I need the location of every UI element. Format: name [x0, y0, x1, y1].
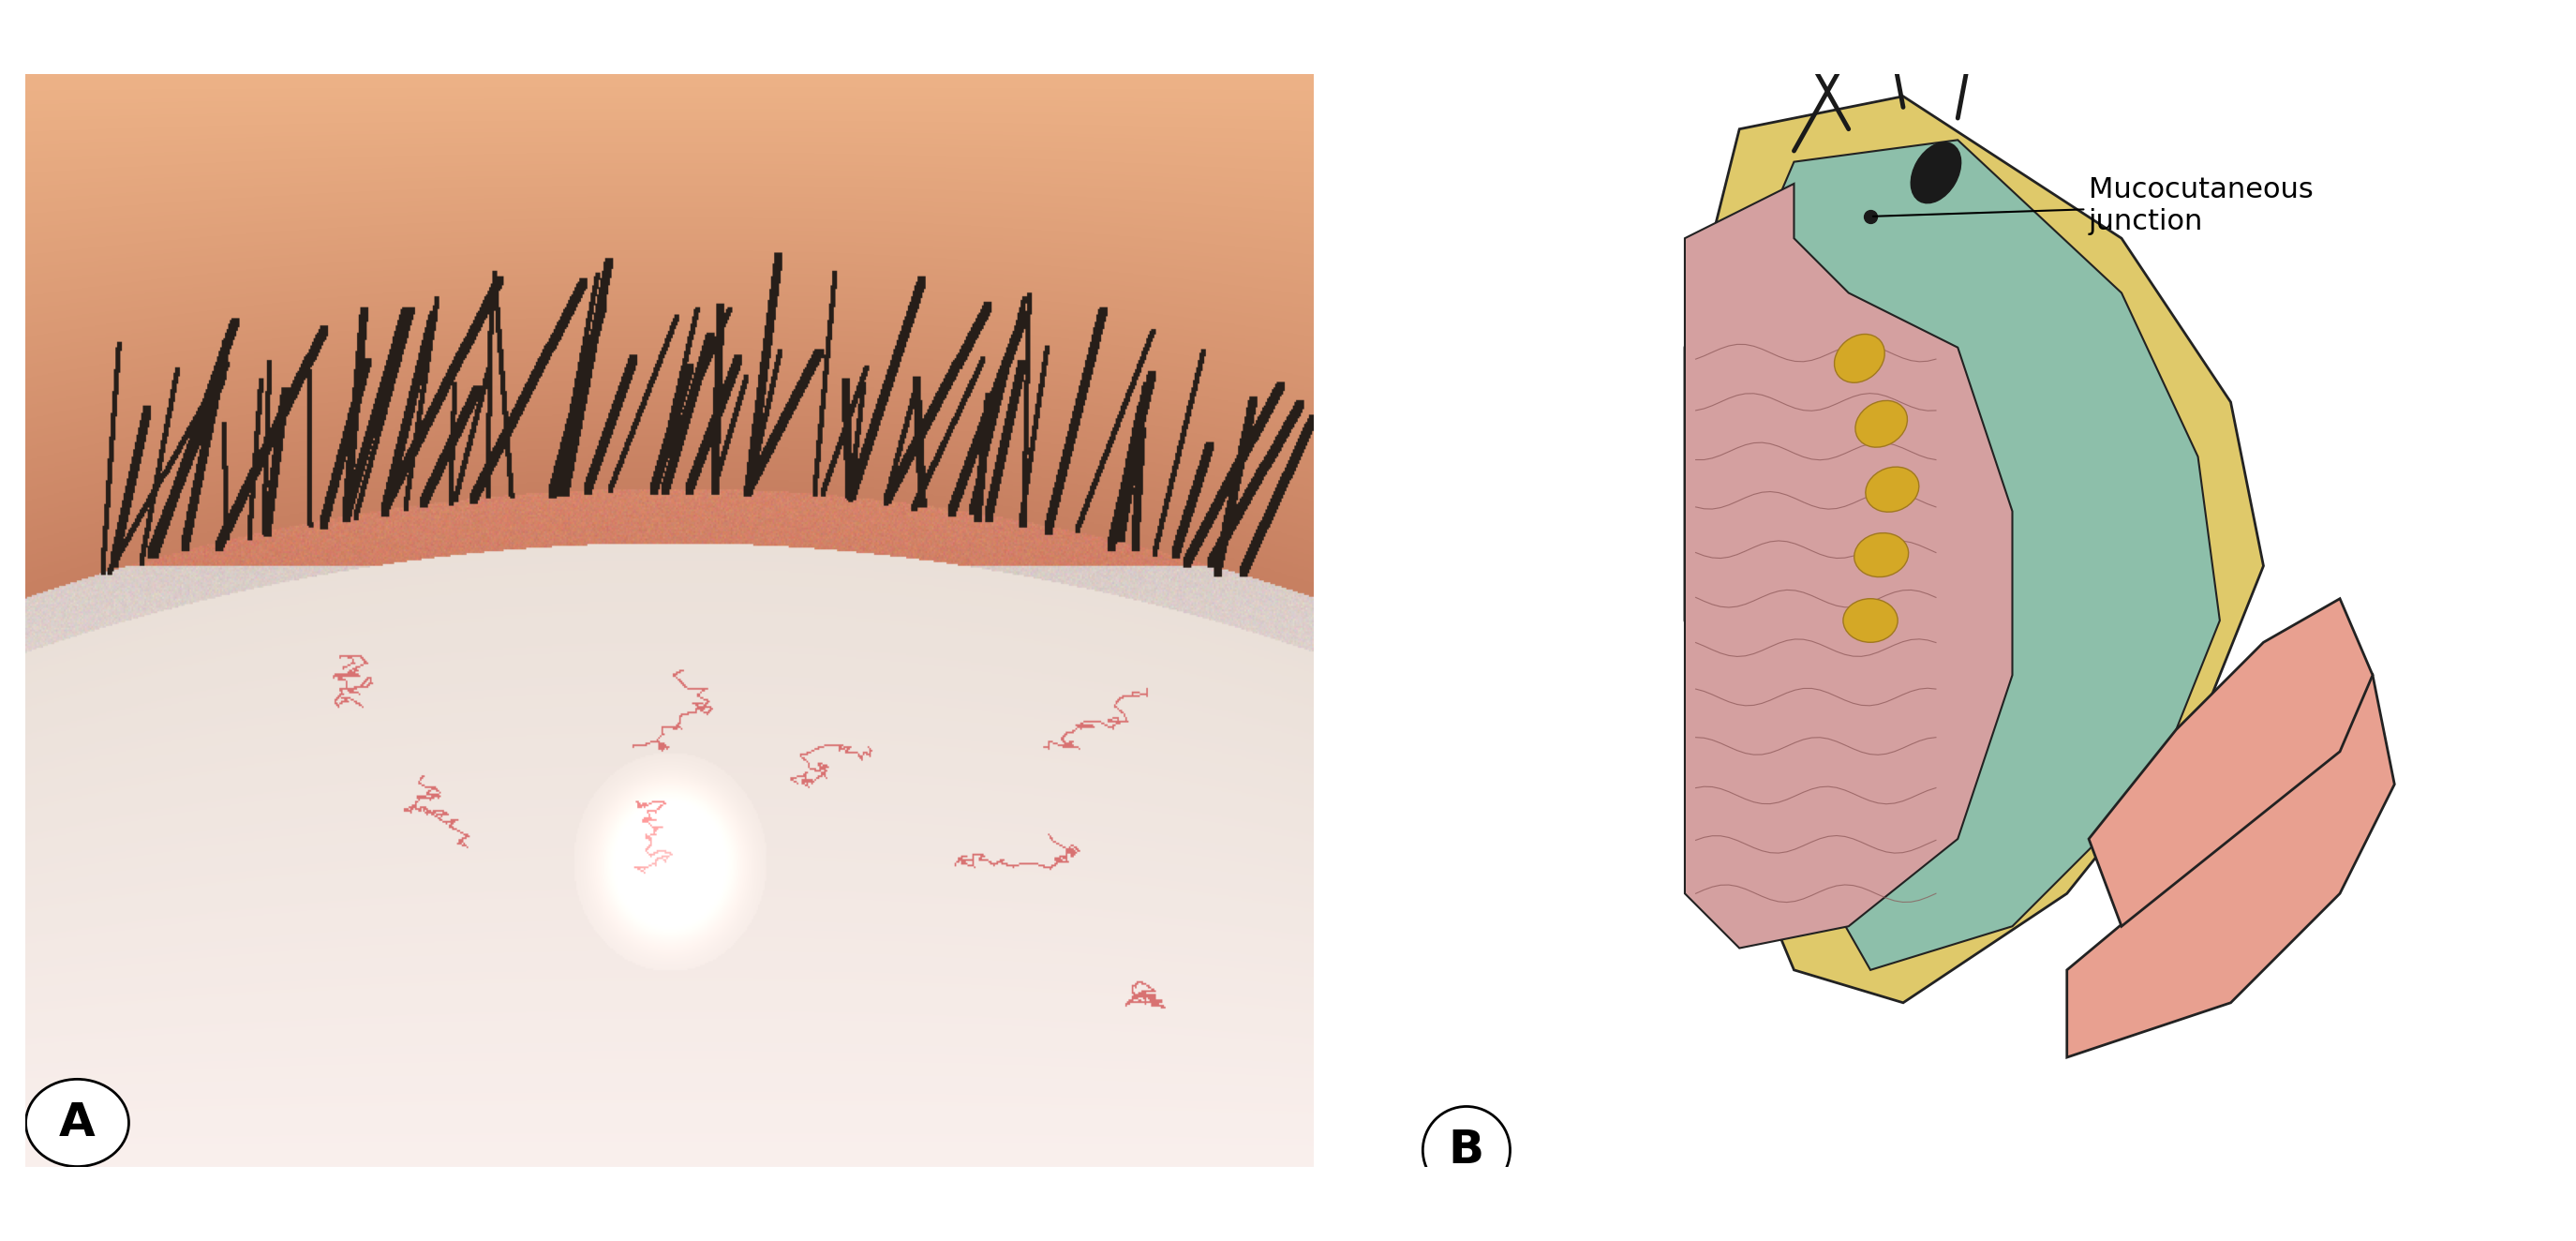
- Polygon shape: [1685, 184, 2012, 948]
- Circle shape: [1422, 1107, 1510, 1194]
- Ellipse shape: [1855, 401, 1906, 447]
- Ellipse shape: [1834, 334, 1886, 382]
- Polygon shape: [1762, 140, 2221, 970]
- Text: Mucocutaneous
junction: Mucocutaneous junction: [1873, 176, 2313, 235]
- Text: B: B: [1448, 1128, 1484, 1173]
- Polygon shape: [1685, 97, 2264, 1003]
- Text: A: A: [59, 1101, 95, 1145]
- Ellipse shape: [1911, 143, 1960, 204]
- Ellipse shape: [1842, 598, 1899, 643]
- Polygon shape: [2066, 675, 2396, 1057]
- Ellipse shape: [1855, 532, 1909, 577]
- Polygon shape: [2089, 598, 2372, 926]
- Ellipse shape: [1865, 467, 1919, 513]
- Circle shape: [26, 1080, 129, 1167]
